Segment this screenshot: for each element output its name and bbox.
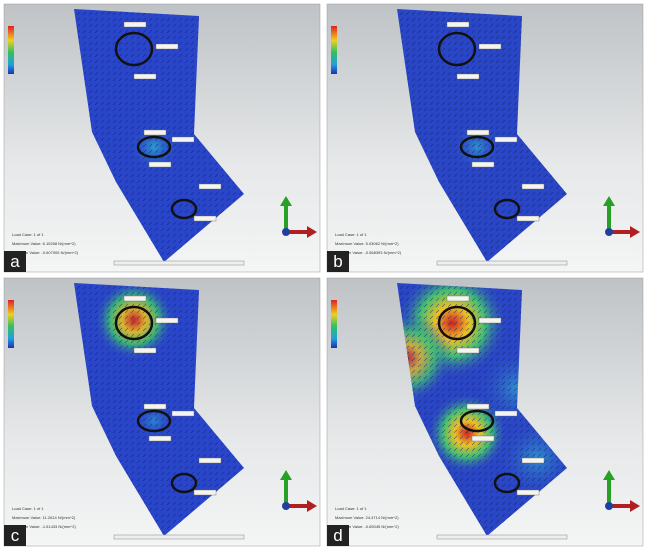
minimum-value: Minimum Value: -0.607005 N/(mm^2): [12, 250, 79, 255]
axis-origin: [282, 502, 290, 510]
callout: [446, 21, 470, 28]
hole: [136, 409, 172, 433]
maximum-value: Maximum Value: 11.2614 N/(mm^2): [12, 515, 76, 520]
maximum-value: Maximum Value: 6.10268 N/(mm^2): [12, 241, 76, 246]
callout: [478, 43, 502, 50]
maximum-value: Maximum Value: 24.4714 N/(mm^2): [335, 515, 399, 520]
callout: [123, 21, 147, 28]
axis-origin: [282, 228, 290, 236]
callout: [456, 73, 480, 80]
label-box: [327, 251, 349, 272]
callout: [494, 410, 518, 417]
hole: [459, 135, 495, 159]
callout: [198, 183, 222, 190]
callout: [171, 410, 195, 417]
hole: [437, 31, 477, 67]
callout: [494, 136, 518, 143]
load-case: Load Case: 1 of 1: [335, 506, 367, 511]
axis-y-head: [603, 470, 615, 480]
scale-bar: [436, 534, 568, 540]
hole: [170, 198, 198, 220]
axis-origin: [605, 228, 613, 236]
callout: [516, 215, 540, 222]
panel-label: d: [333, 526, 342, 545]
axis-origin: [605, 502, 613, 510]
panel: Load Case: 1 of 1 Maximum Value: 6.10268 …: [3, 3, 321, 273]
callout: [456, 347, 480, 354]
axis-x-head: [630, 226, 640, 238]
callout: [155, 43, 179, 50]
hole: [459, 409, 495, 433]
hole: [170, 472, 198, 494]
panel: Load Case: 1 of 1 Maximum Value: 5.03062 …: [326, 3, 644, 273]
minimum-value: Minimum Value: -1.51433 N/(mm^2): [12, 524, 76, 529]
load-case: Load Case: 1 of 1: [12, 232, 44, 237]
hole: [493, 198, 521, 220]
minimum-value: Minimum Value: -0.65045 N/(mm^2): [335, 524, 399, 529]
axis-x-head: [630, 500, 640, 512]
scale-bar: [113, 260, 245, 266]
load-case: Load Case: 1 of 1: [12, 506, 44, 511]
hole: [114, 305, 154, 341]
color-legend: [8, 26, 14, 74]
callout: [521, 457, 545, 464]
callout: [516, 489, 540, 496]
panel: Load Case: 1 of 1 Maximum Value: 11.2614 …: [3, 277, 321, 547]
label-box: [4, 251, 26, 272]
color-legend: [8, 300, 14, 348]
callout: [133, 347, 157, 354]
callout: [446, 295, 470, 302]
callout: [143, 129, 167, 136]
callout: [193, 215, 217, 222]
callout: [521, 183, 545, 190]
panel-label: c: [11, 526, 20, 545]
load-case: Load Case: 1 of 1: [335, 232, 367, 237]
callout: [171, 136, 195, 143]
color-legend: [331, 26, 337, 74]
hole: [114, 31, 154, 67]
callout: [466, 403, 490, 410]
color-legend: [331, 300, 337, 348]
panel-label: a: [10, 252, 20, 271]
hole: [493, 472, 521, 494]
callout: [471, 435, 495, 442]
axis-x-head: [307, 500, 317, 512]
panel-label: b: [333, 252, 342, 271]
callout: [466, 129, 490, 136]
callout: [133, 73, 157, 80]
axis-x-head: [307, 226, 317, 238]
hole: [437, 305, 477, 341]
label-box: [327, 525, 349, 546]
minimum-value: Minimum Value: -0.568393 N/(mm^2): [335, 250, 402, 255]
callout: [155, 317, 179, 324]
label-box: [4, 525, 26, 546]
callout: [471, 161, 495, 168]
axis-y-head: [280, 196, 292, 206]
hole: [136, 135, 172, 159]
scale-bar: [113, 534, 245, 540]
callout: [143, 403, 167, 410]
callout: [123, 295, 147, 302]
callout: [478, 317, 502, 324]
maximum-value: Maximum Value: 5.03062 N/(mm^2): [335, 241, 399, 246]
axis-y-head: [603, 196, 615, 206]
axis-y-head: [280, 470, 292, 480]
callout: [198, 457, 222, 464]
scale-bar: [436, 260, 568, 266]
callout: [193, 489, 217, 496]
callout: [148, 161, 172, 168]
panel: Load Case: 1 of 1 Maximum Value: 24.4714 …: [326, 277, 644, 547]
callout: [148, 435, 172, 442]
